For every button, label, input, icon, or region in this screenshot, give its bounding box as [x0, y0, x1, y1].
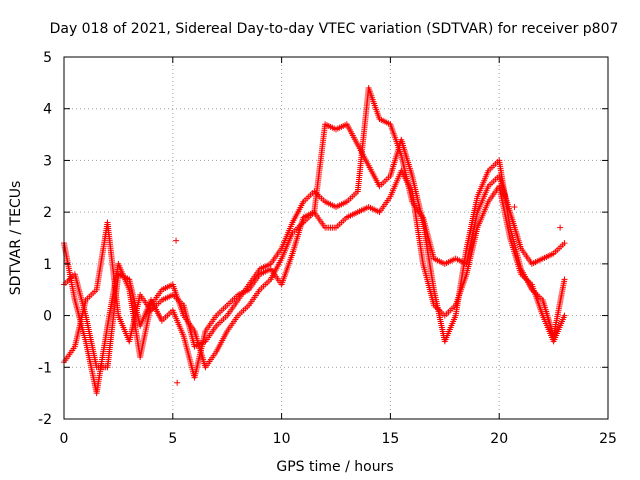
y-tick-label: 2 — [43, 205, 52, 221]
gridlines — [64, 57, 608, 419]
y-tick-label: 4 — [43, 102, 52, 118]
x-tick-label: 0 — [60, 431, 69, 447]
data-point — [561, 276, 568, 283]
data-point — [561, 312, 568, 319]
series-3 — [61, 167, 567, 381]
chart-title: Day 018 of 2021, Sidereal Day-to-day VTE… — [50, 21, 619, 37]
y-tick-label: 0 — [43, 309, 52, 325]
isolated-point — [174, 379, 181, 386]
axis-ticks: 0 5 10 15 20 25 -2 -1 0 1 2 3 4 5 — [38, 50, 617, 447]
y-tick-label: 3 — [43, 153, 52, 169]
x-tick-label: 5 — [168, 431, 177, 447]
series-2 — [61, 85, 566, 366]
y-tick-label: 5 — [43, 50, 52, 66]
data-point — [561, 240, 568, 247]
y-tick-label: 1 — [43, 257, 52, 273]
x-tick-label: 10 — [273, 431, 291, 447]
y-tick-label: -1 — [38, 360, 52, 376]
y-tick-label: -2 — [38, 412, 52, 428]
x-tick-label: 15 — [381, 431, 399, 447]
data-points — [61, 85, 568, 397]
plot-frame — [63, 56, 609, 420]
x-axis-label: GPS time / hours — [276, 459, 393, 475]
isolated-point — [511, 203, 518, 210]
isolated-point — [557, 224, 564, 231]
isolated-point — [173, 237, 180, 244]
x-tick-label: 25 — [599, 431, 617, 447]
x-tick-label: 20 — [490, 431, 508, 447]
y-axis-label: SDTVAR / TECUs — [8, 181, 24, 296]
